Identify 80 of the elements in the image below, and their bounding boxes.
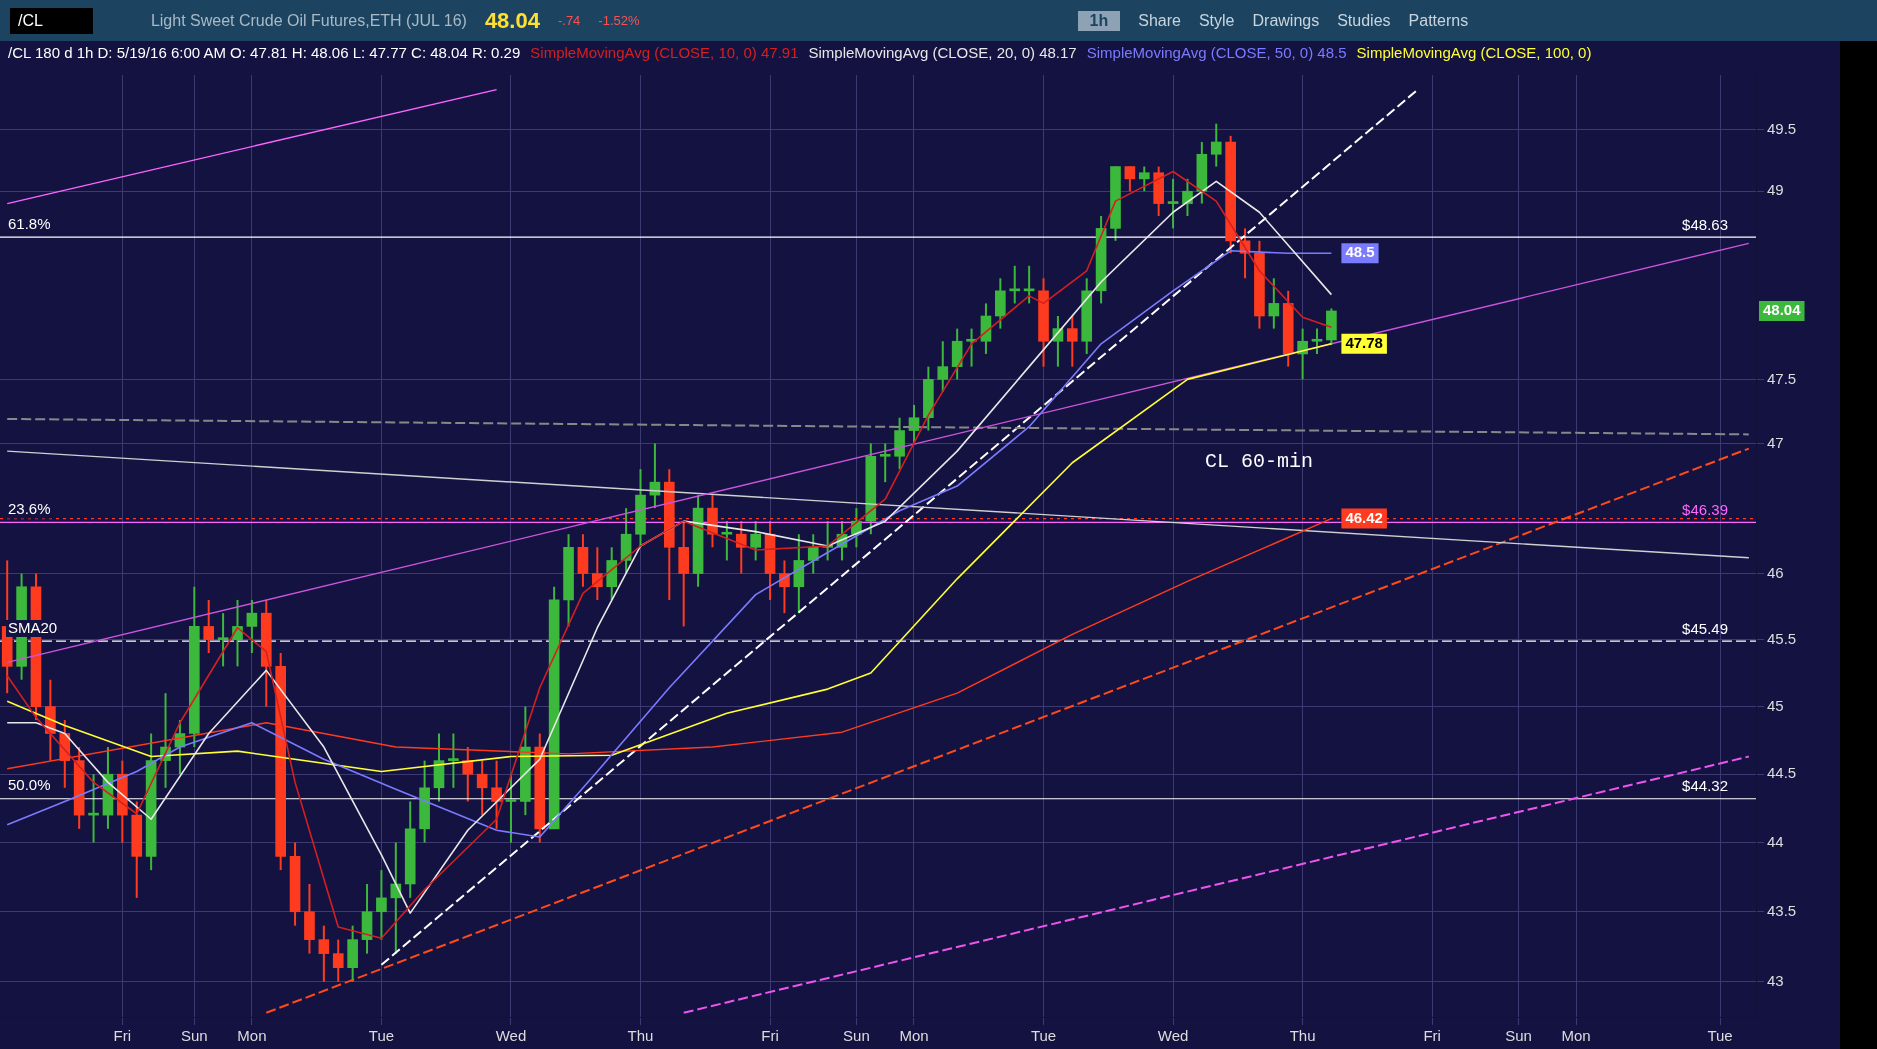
x-tick-label: Sun (180, 1027, 208, 1045)
x-tick-label: Mon (1561, 1027, 1591, 1045)
x-tick-label: Fri (1423, 1027, 1441, 1045)
candlestick (246, 598, 258, 655)
candlestick (217, 612, 229, 668)
x-tick-label: Tue (1707, 1027, 1733, 1045)
y-tick-label: 43.5 (1767, 901, 1797, 919)
text: SimpleMovingAvg (CLOSE, 50, 0) 48.5 (1086, 43, 1347, 61)
candlestick (721, 520, 733, 562)
candlestick (1311, 327, 1323, 355)
text: 1h (1077, 10, 1121, 31)
x-tick-label: Wed (1157, 1027, 1189, 1045)
text: SimpleMovingAvg (CLOSE, 20, 0) 48.17 (808, 43, 1077, 61)
text: /CL (10, 7, 93, 34)
candlestick (1138, 165, 1150, 193)
candlestick (1124, 165, 1136, 193)
candlestick (807, 533, 819, 575)
annotation: SMA20 (8, 618, 58, 636)
candlestick (505, 773, 517, 844)
candlestick (491, 759, 502, 830)
data-label: 47.78 (1345, 333, 1383, 351)
annotation: 23.6% (8, 500, 51, 518)
candlestick (879, 442, 891, 484)
candlestick (1268, 277, 1280, 330)
text: Patterns (1408, 11, 1469, 30)
text: SimpleMovingAvg (CLOSE, 100, 0) (1356, 43, 1592, 61)
candlestick (1182, 177, 1193, 217)
text: -.74 (557, 13, 581, 28)
y-tick-label: 44.5 (1767, 764, 1797, 782)
x-tick-label: Thu (627, 1027, 654, 1045)
candlestick (779, 559, 790, 615)
ref-line-label: $44.32 (1682, 777, 1728, 795)
candlestick (448, 732, 459, 789)
y-tick-label: 45.5 (1767, 629, 1797, 647)
data-label: 46.42 (1345, 508, 1383, 526)
x-tick-label: Sun (843, 1027, 870, 1045)
y-tick-label: 47.5 (1767, 369, 1797, 387)
annotation: CL 60-min (1205, 449, 1314, 473)
text: 48.04 (484, 7, 540, 33)
y-tick-label: 47 (1767, 433, 1784, 451)
y-tick-label: 49 (1767, 181, 1784, 199)
text: Drawings (1252, 11, 1320, 30)
candlestick (376, 869, 387, 941)
y-tick-label: 44 (1767, 832, 1784, 850)
text: SimpleMovingAvg (CLOSE, 10, 0) 47.91 (530, 43, 799, 61)
candlestick (1066, 315, 1078, 368)
x-tick-label: Mon (237, 1027, 267, 1045)
x-tick-label: Fri (761, 1027, 779, 1045)
x-tick-label: Fri (113, 1027, 132, 1045)
x-tick-label: Mon (899, 1027, 929, 1045)
x-tick-label: Tue (368, 1027, 395, 1045)
candlestick (750, 520, 761, 562)
annotation: 61.8% (8, 214, 51, 232)
annotation: 50.0% (8, 776, 51, 794)
x-tick-label: Wed (495, 1027, 527, 1045)
x-tick-label: Tue (1030, 1027, 1057, 1045)
chart-subtitle: /CL 180 d 1h D: 5/19/16 6:00 AM O: 47.81 H: 48.06 L: 47.77 C: 48.04 R: 0.29 (8, 43, 521, 61)
text: Style (1198, 11, 1235, 30)
text: 48.04 (1763, 301, 1802, 319)
ref-line-label: $48.63 (1682, 215, 1728, 233)
ref-line-label: $46.39 (1682, 501, 1728, 519)
ref-line-label: $45.49 (1682, 619, 1728, 637)
candlestick (735, 520, 747, 575)
x-tick-label: Thu (1289, 1027, 1316, 1045)
chart-title: Light Sweet Crude Oil Futures,ETH (JUL 16) (150, 11, 467, 30)
candlestick (203, 598, 215, 655)
candlestick (318, 924, 330, 983)
candlestick (1167, 177, 1179, 230)
candlestick (332, 938, 344, 983)
candlestick (476, 759, 488, 817)
candlestick (1210, 122, 1222, 168)
y-tick-label: 46 (1767, 563, 1784, 581)
text: Studies (1337, 11, 1391, 30)
data-label: 48.5 (1345, 243, 1375, 261)
text: -1.52% (598, 13, 640, 28)
text: Share (1138, 11, 1181, 30)
y-tick-label: 43 (1767, 971, 1784, 989)
y-tick-label: 49.5 (1767, 119, 1797, 137)
x-tick-label: Sun (1505, 1027, 1532, 1045)
y-tick-label: 45 (1767, 696, 1784, 714)
